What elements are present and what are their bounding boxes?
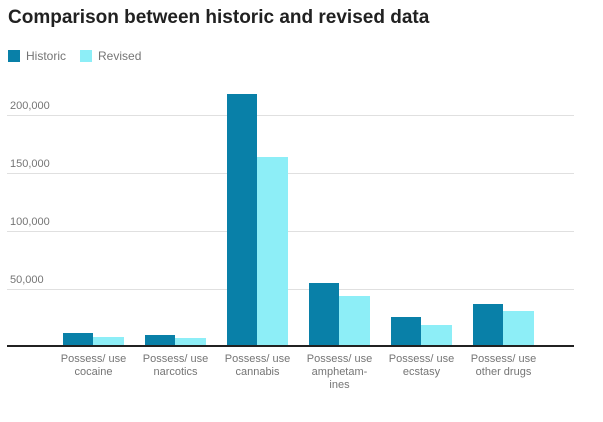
legend: Historic Revised (8, 49, 141, 63)
x-axis-line (7, 345, 574, 347)
y-gridline-200000 (7, 115, 574, 116)
bar-historic-possess-use-ecstasy[interactable] (391, 316, 421, 347)
bar-revised-possess-use-other-drugs[interactable] (503, 311, 534, 347)
x-tick-label-possess-use-other-drugs: Possess/ use other drugs (470, 353, 537, 378)
y-tick-label-100000: 100,000 (10, 216, 50, 228)
bar-historic-possess-use-narcotics[interactable] (145, 335, 175, 347)
legend-label-revised: Revised (98, 49, 142, 63)
bar-revised-possess-use-narcotics[interactable] (175, 337, 206, 347)
x-tick-label-possess-use-narcotics: Possess/ use narcotics (142, 353, 209, 378)
bar-historic-possess-use-other-drugs[interactable] (473, 304, 503, 347)
legend-item-revised: Revised (80, 49, 141, 63)
plot-area: 50,000 100,000 150,000 200,000 Possess/ use c… (7, 85, 574, 391)
bar-historic-possess-use-cocaine[interactable] (63, 333, 93, 347)
x-tick-label-possess-use-cannabis: Possess/ use cannabis (224, 353, 291, 378)
legend-swatch-revised (80, 50, 93, 62)
x-tick-label-possess-use-ecstasy: Possess/ use ecstasy (388, 353, 455, 378)
chart-title: Comparison between historic and revised … (8, 7, 430, 28)
x-tick-label-possess-use-amphetamines: Possess/ use amphetam-ines (306, 353, 373, 391)
bar-revised-possess-use-cocaine[interactable] (93, 336, 124, 347)
bar-historic-possess-use-amphetamines[interactable] (309, 283, 339, 347)
y-tick-label-200000: 200,000 (10, 100, 50, 112)
bar-revised-possess-use-ecstasy[interactable] (421, 325, 452, 347)
legend-swatch-historic (8, 50, 20, 62)
y-gridline-150000 (7, 173, 574, 174)
y-gridline-50000 (7, 289, 574, 290)
y-gridline-100000 (7, 231, 574, 232)
legend-item-historic: Historic (8, 49, 66, 63)
bar-revised-possess-use-amphetamines[interactable] (339, 296, 370, 347)
y-tick-label-50000: 50,000 (10, 274, 44, 286)
bar-revised-possess-use-cannabis[interactable] (257, 156, 288, 347)
bar-historic-possess-use-cannabis[interactable] (227, 94, 257, 347)
x-tick-label-possess-use-cocaine: Possess/ use cocaine (60, 353, 127, 378)
legend-label-historic: Historic (26, 49, 67, 63)
y-tick-label-150000: 150,000 (10, 158, 50, 170)
